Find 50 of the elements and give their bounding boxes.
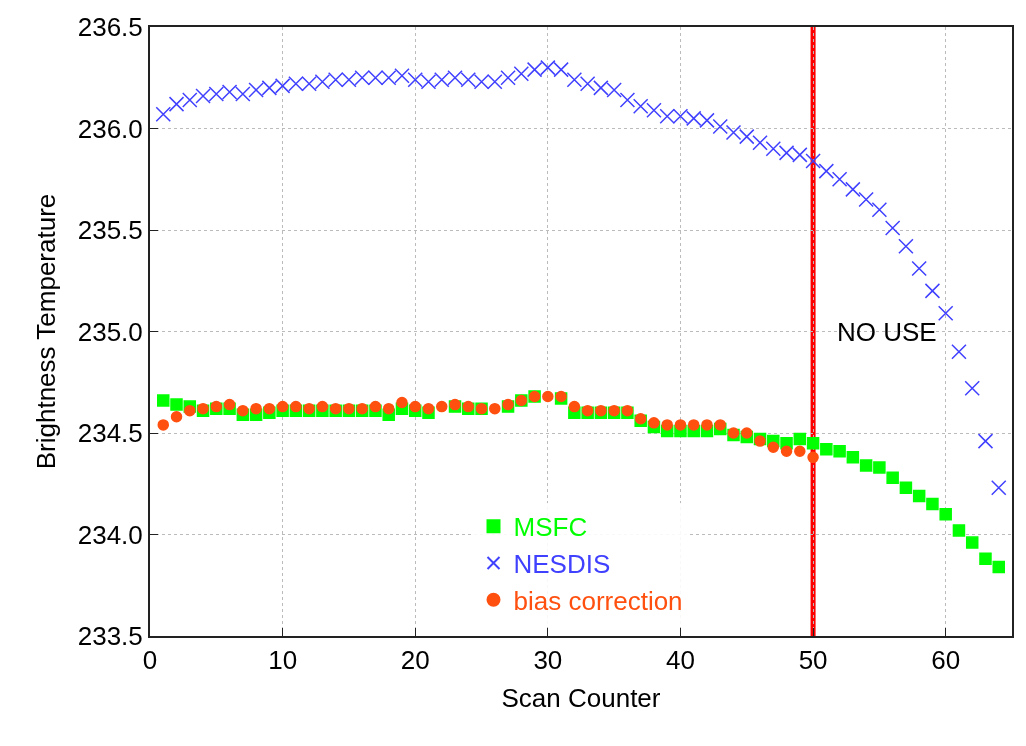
point xyxy=(780,445,793,458)
x-tick-label: 20 xyxy=(400,645,430,676)
point xyxy=(687,419,700,431)
point xyxy=(157,419,170,431)
y-tick-label: 233.5 xyxy=(77,621,143,652)
point xyxy=(396,396,408,409)
point xyxy=(276,400,289,413)
legend-label: bias correction xyxy=(513,585,683,616)
y-tick-label: 234.0 xyxy=(77,519,143,550)
point xyxy=(250,402,262,415)
point xyxy=(290,400,302,413)
x-axis-title: Scan Counter xyxy=(501,683,661,714)
point xyxy=(436,400,448,413)
point xyxy=(382,402,395,415)
point xyxy=(542,390,554,403)
point xyxy=(807,451,819,464)
x-tick-label: 0 xyxy=(142,645,158,676)
y-tick-label: 235.0 xyxy=(77,316,143,347)
point xyxy=(223,398,236,411)
point xyxy=(409,400,421,413)
x-tick-label: 10 xyxy=(268,645,298,676)
x-tick-label: 60 xyxy=(931,645,961,676)
point xyxy=(661,419,673,431)
point xyxy=(714,419,726,431)
point xyxy=(316,400,329,413)
point xyxy=(263,402,276,415)
point xyxy=(170,411,183,423)
point xyxy=(237,404,249,417)
point xyxy=(648,417,660,429)
point xyxy=(422,402,435,415)
y-tick-label: 235.5 xyxy=(77,215,143,246)
point xyxy=(489,402,501,415)
point xyxy=(794,445,806,458)
ref-line-label: NO USE xyxy=(837,317,937,347)
x-tick-label: 50 xyxy=(798,645,828,676)
point xyxy=(184,404,196,417)
y-axis-title: Brightness Temperature xyxy=(30,193,61,470)
y-tick-label: 234.5 xyxy=(77,418,143,449)
point xyxy=(741,427,753,439)
y-tick-label: 236.5 xyxy=(77,12,143,43)
legend-label: NESDIS xyxy=(513,549,611,580)
y-tick-label: 236.0 xyxy=(77,113,143,144)
point xyxy=(369,400,382,413)
x-tick-label: 40 xyxy=(666,645,695,676)
legend-label: MSFC xyxy=(513,512,588,543)
point xyxy=(767,441,780,453)
x-tick-label: 30 xyxy=(533,645,563,676)
point xyxy=(674,419,687,431)
point xyxy=(701,419,713,431)
point xyxy=(568,400,581,413)
